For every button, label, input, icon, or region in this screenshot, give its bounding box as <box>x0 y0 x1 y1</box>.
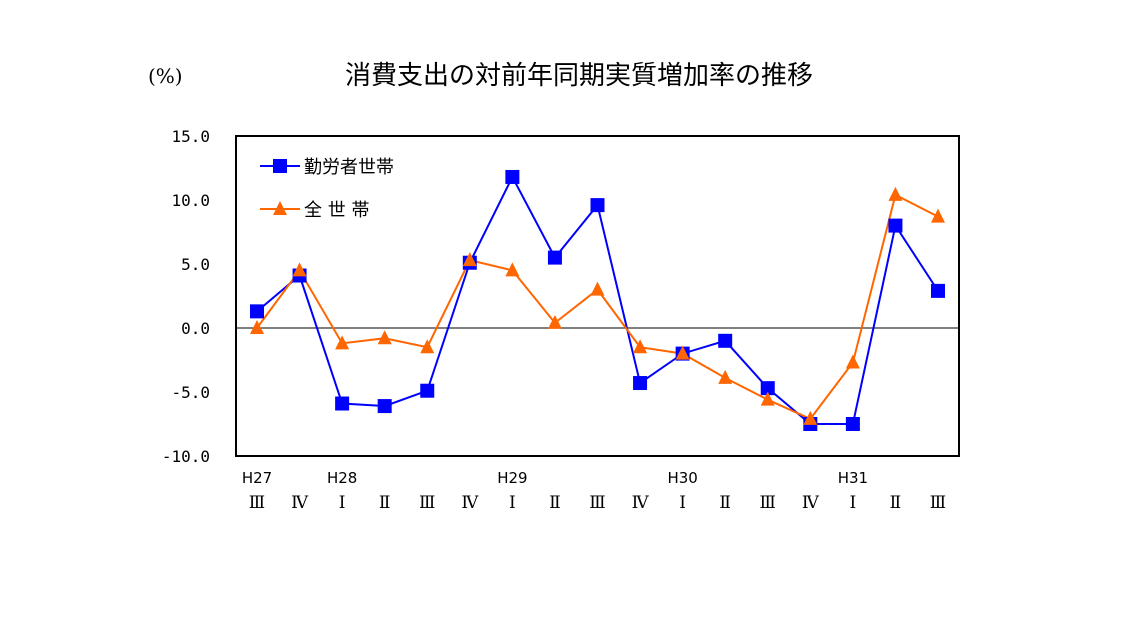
y-tick-label: 15.0 <box>171 127 210 146</box>
series-group <box>250 169 945 431</box>
y-tick-label: -10.0 <box>162 447 210 466</box>
square-marker <box>888 218 903 233</box>
x-quarter-label: Ⅰ <box>679 493 686 513</box>
plot-area <box>235 135 960 457</box>
legend-square-icon <box>273 159 287 173</box>
legend-triangle-icon <box>273 201 287 215</box>
y-tick-label: -5.0 <box>171 383 210 402</box>
x-quarter-label: Ⅱ <box>549 493 561 513</box>
x-quarter-label: Ⅳ <box>802 493 820 513</box>
triangle-marker <box>547 314 562 329</box>
square-marker <box>633 376 648 391</box>
legend-label: 全 世 帯 <box>304 200 369 221</box>
triangle-marker <box>505 262 520 277</box>
x-year-label: H28 <box>327 469 357 487</box>
x-quarter-label: Ⅱ <box>890 493 902 513</box>
square-marker <box>377 399 392 414</box>
triangle-marker <box>718 369 733 384</box>
triangle-marker <box>803 410 818 425</box>
triangle-marker <box>462 252 477 267</box>
x-quarter-label: Ⅰ <box>509 493 516 513</box>
x-quarter-label: Ⅲ <box>249 493 265 513</box>
x-quarter-label: Ⅲ <box>589 493 605 513</box>
triangle-marker <box>633 339 648 354</box>
square-marker <box>590 198 605 213</box>
y-tick-label: 5.0 <box>181 255 210 274</box>
square-marker <box>250 304 264 319</box>
x-quarter-label: Ⅲ <box>760 493 776 513</box>
triangle-marker <box>335 335 350 350</box>
x-quarter-label: Ⅳ <box>461 493 479 513</box>
triangle-marker <box>845 354 860 369</box>
square-marker <box>931 283 945 298</box>
triangle-marker <box>760 391 775 406</box>
x-year-label: H27 <box>242 469 272 487</box>
x-year-label: H30 <box>667 469 697 487</box>
y-axis-ticks: 15.0 10.0 5.0 0.0 -5.0 -10.0 <box>162 127 210 466</box>
x-quarter-label: Ⅲ <box>419 493 435 513</box>
chart-title: 消費支出の対前年同期実質増加率の推移 <box>345 61 814 91</box>
x-quarter-label: Ⅱ <box>719 493 731 513</box>
square-marker <box>845 417 860 431</box>
legend-label: 勤労者世帯 <box>304 157 394 178</box>
x-quarter-label: Ⅳ <box>632 493 650 513</box>
square-marker <box>547 250 562 265</box>
square-marker <box>718 333 733 348</box>
triangle-marker <box>675 345 690 360</box>
x-quarter-label: Ⅱ <box>379 493 391 513</box>
triangle-marker <box>292 262 307 277</box>
triangle-marker <box>931 208 945 223</box>
y-tick-label: 10.0 <box>171 191 210 210</box>
x-axis-labels: Ⅲ Ⅳ Ⅰ Ⅱ Ⅲ Ⅳ Ⅰ Ⅱ Ⅲ Ⅳ Ⅰ Ⅱ Ⅲ Ⅳ Ⅰ Ⅱ Ⅲ H27 H28 H29 H30 H31 <box>242 469 946 513</box>
x-quarter-label: Ⅲ <box>930 493 946 513</box>
square-marker <box>760 381 775 396</box>
triangle-marker <box>888 186 903 201</box>
triangle-marker <box>250 320 264 334</box>
triangle-marker <box>377 330 392 345</box>
y-axis-unit-label: (%) <box>148 64 183 88</box>
x-year-label: H31 <box>838 469 868 487</box>
x-year-label: H29 <box>497 469 527 487</box>
square-marker <box>335 396 350 411</box>
x-quarter-label: Ⅳ <box>291 493 309 513</box>
square-marker <box>420 383 435 398</box>
x-quarter-label: Ⅰ <box>850 493 857 513</box>
x-quarter-label: Ⅰ <box>339 493 346 513</box>
y-tick-label: 0.0 <box>181 319 210 338</box>
triangle-marker <box>420 339 435 354</box>
triangle-marker <box>590 281 605 296</box>
square-marker <box>505 169 520 184</box>
